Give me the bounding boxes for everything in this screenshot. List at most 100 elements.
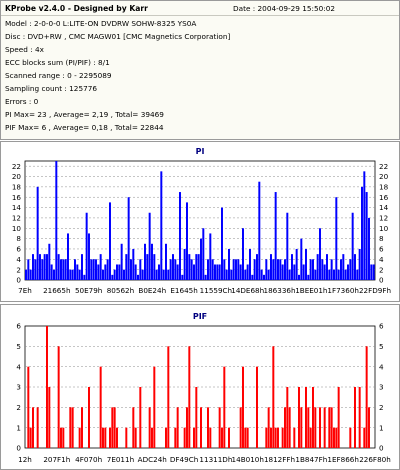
pi-bar bbox=[48, 243, 51, 280]
pi-bar bbox=[71, 269, 74, 280]
pif-bar bbox=[109, 427, 111, 448]
pi-bar bbox=[307, 274, 310, 280]
pif-bar bbox=[111, 407, 114, 448]
pif-x-tick-label: 4F070h bbox=[75, 455, 102, 464]
pi-bar bbox=[211, 259, 214, 280]
pi-x-tick-label: 11559Ch bbox=[200, 286, 232, 295]
pi-bar bbox=[64, 259, 67, 280]
pi-x-tick-label: 80562h bbox=[107, 286, 134, 295]
pif-bar bbox=[139, 387, 142, 448]
pi-bar bbox=[221, 207, 223, 280]
pi-bar bbox=[263, 274, 265, 280]
pi-bar bbox=[300, 238, 303, 280]
pi-bar bbox=[188, 254, 191, 280]
pi-y-tick-label-left: 12 bbox=[12, 214, 21, 223]
pif-y-tick-label-right: 2 bbox=[379, 403, 384, 412]
pif-bar bbox=[176, 407, 179, 448]
pi-y-tick-label-left: 14 bbox=[12, 203, 22, 212]
pif-bar bbox=[46, 326, 48, 448]
pif-bar bbox=[284, 407, 286, 448]
pi-bar bbox=[62, 259, 65, 280]
pif-bar bbox=[153, 366, 156, 448]
pi-bar bbox=[176, 264, 179, 280]
pi-bar bbox=[172, 254, 174, 280]
pi-bar bbox=[113, 269, 116, 280]
pif-bar bbox=[349, 427, 352, 448]
pi-bar bbox=[230, 269, 233, 280]
pif-bar bbox=[207, 407, 209, 448]
pif-bar bbox=[312, 387, 314, 448]
pif-bar bbox=[277, 427, 279, 448]
pi-bar bbox=[256, 254, 258, 280]
pif-bar bbox=[218, 407, 221, 448]
pi-bar bbox=[60, 259, 62, 280]
pi-bar bbox=[190, 259, 193, 280]
sampling-count: Sampling count : 125776 bbox=[5, 84, 98, 93]
pif-bar bbox=[69, 407, 72, 448]
pi-bar bbox=[347, 264, 349, 280]
pi-bar bbox=[165, 243, 167, 280]
pi-bar bbox=[179, 192, 181, 280]
pi-x-tick-label: B0E24h bbox=[138, 286, 166, 295]
pif-bar bbox=[167, 346, 170, 448]
pif-bar bbox=[286, 387, 289, 448]
pif-bar bbox=[246, 427, 249, 448]
drive-model: Model : 2-0-0-0 L:LITE-ON DVDRW SOHW-832… bbox=[5, 19, 197, 28]
pi-bar bbox=[104, 264, 107, 280]
pif-bar bbox=[270, 427, 272, 448]
pif-bar bbox=[265, 427, 268, 448]
ecc-blocks-sum: ECC blocks sum (PI/PIF) : 8/1 bbox=[5, 58, 110, 67]
pi-bar bbox=[162, 269, 165, 280]
info-title-row: KProbe v2.4.0 - Designed by Karr Date : … bbox=[1, 1, 399, 16]
pif-y-tick-label-left: 6 bbox=[16, 322, 21, 331]
pi-bar bbox=[246, 264, 249, 280]
pi-y-tick-label-left: 18 bbox=[12, 182, 22, 191]
pif-x-tick-label: 1B847Fh bbox=[295, 455, 327, 464]
pif-x-tick-label: 14B010h bbox=[232, 455, 264, 464]
pif-bar bbox=[368, 407, 370, 448]
pi-y-tick-label-right: 4 bbox=[379, 255, 384, 264]
pif-y-tick-label-right: 1 bbox=[379, 423, 384, 432]
pif-bar bbox=[239, 407, 242, 448]
pi-bar bbox=[305, 248, 307, 280]
pi-bar bbox=[365, 192, 368, 280]
pi-bar bbox=[319, 228, 321, 280]
pif-y-tick-label-left: 2 bbox=[16, 403, 21, 412]
pi-bar bbox=[118, 264, 121, 280]
pi-bar bbox=[354, 254, 356, 280]
pi-bar bbox=[279, 259, 282, 280]
pi-bar bbox=[321, 259, 324, 280]
pi-bar bbox=[151, 243, 153, 280]
pi-bar bbox=[27, 259, 30, 280]
pi-bar bbox=[120, 243, 123, 280]
pif-bar bbox=[221, 427, 223, 448]
pi-y-tick-label-left: 2 bbox=[16, 265, 21, 274]
pi-y-tick-label-right: 20 bbox=[379, 172, 389, 181]
pi-bar bbox=[55, 161, 58, 280]
pi-bar bbox=[174, 259, 177, 280]
pi-y-tick-label-left: 0 bbox=[16, 276, 21, 285]
pif-bar bbox=[256, 366, 258, 448]
pi-bar bbox=[342, 254, 345, 280]
pi-y-tick-label-left: 20 bbox=[12, 172, 22, 181]
pi-bar bbox=[132, 248, 135, 280]
pi-y-tick-label-left: 16 bbox=[12, 193, 22, 202]
pif-x-tick-label: ADC24h bbox=[138, 455, 167, 464]
pi-bar bbox=[286, 212, 289, 280]
pi-x-tick-label: 7Eh bbox=[18, 286, 32, 295]
pif-y-tick-label-left: 5 bbox=[16, 342, 21, 351]
pif-bar bbox=[293, 427, 296, 448]
pi-bar bbox=[363, 171, 366, 280]
pif-bar bbox=[309, 427, 312, 448]
pif-bar bbox=[319, 407, 321, 448]
pi-bar bbox=[251, 274, 254, 280]
pif-y-tick-label-left: 3 bbox=[16, 383, 21, 392]
pif-bar bbox=[113, 407, 116, 448]
pi-bar bbox=[90, 259, 93, 280]
pi-bar bbox=[53, 269, 55, 280]
pi-bar bbox=[144, 243, 146, 280]
pi-chart-title: PI bbox=[196, 147, 205, 156]
pi-bar bbox=[169, 259, 172, 280]
pi-bar bbox=[302, 264, 305, 280]
pif-bar bbox=[62, 427, 65, 448]
